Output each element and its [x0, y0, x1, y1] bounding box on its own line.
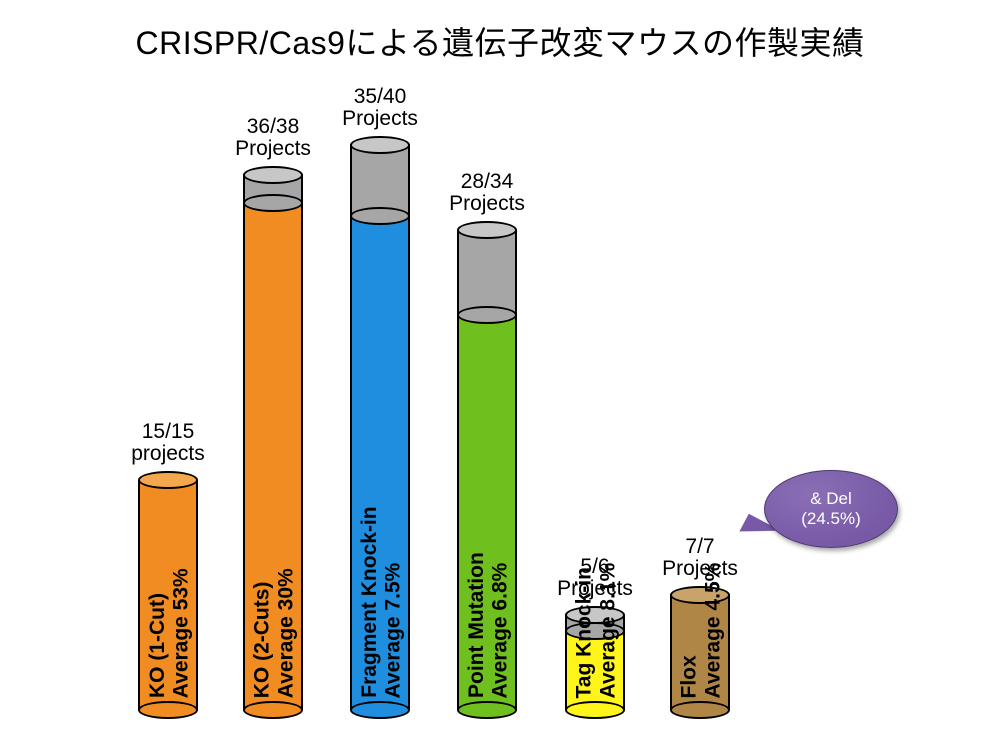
bar-vertical-label-pointmut-1: Average 6.8%	[489, 562, 510, 698]
bar-top-label-ko1cut: 15/15projects	[108, 421, 228, 465]
bar-vertical-label-ko2cuts-0: KO (2-Cuts)	[251, 573, 272, 699]
bar-vertical-label-fragki-1: Average 7.5%	[382, 562, 403, 698]
bar-vertical-label-tagki-0: Tag Knock-in	[573, 562, 594, 698]
bar-vertical-label-fragki-0: Fragment Knock-in	[358, 510, 379, 699]
bar-top-label-flox: 7/7Projects	[640, 536, 760, 580]
bar-vertical-label-ko1cut-1: Average 53%	[170, 573, 191, 699]
bar-vertical-label-flox-1: Average 4.5%	[702, 562, 723, 698]
callout-bubble: & Del(24.5%)	[764, 470, 896, 546]
callout-ellipse: & Del(24.5%)	[764, 470, 898, 548]
bar-top-label-ko2cuts: 36/38Projects	[213, 116, 333, 160]
crispr-bar-chart: 15/15projects KO (1-Cut)Average 53% 36/38P…	[0, 0, 1000, 750]
bar-vertical-label-tagki-1: Average 8.1%	[597, 562, 618, 698]
bar-vertical-label-ko1cut-0: KO (1-Cut)	[146, 583, 167, 698]
bar-vertical-label-ko2cuts-1: Average 30%	[275, 573, 296, 699]
bar-top-label-fragki: 35/40Projects	[320, 86, 440, 130]
bar-vertical-label-flox-0: Flox	[678, 646, 699, 698]
callout-text-2: (24.5%)	[801, 509, 861, 529]
bar-top-label-pointmut: 28/34Projects	[427, 171, 547, 215]
callout-text-1: & Del	[801, 489, 861, 509]
bar-vertical-label-pointmut-0: Point Mutation	[465, 541, 486, 698]
